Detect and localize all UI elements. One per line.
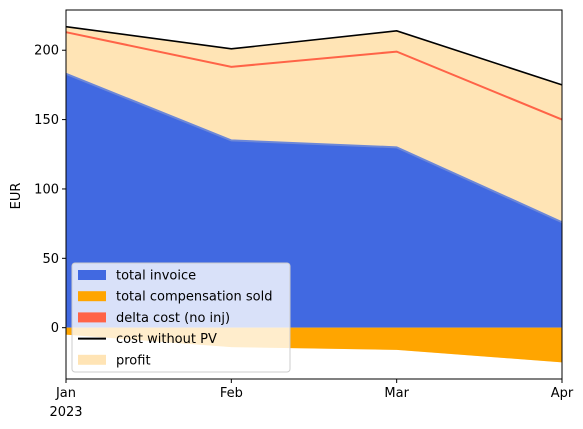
total-invoice-edge bbox=[65, 72, 563, 224]
y-tick-label: 200 bbox=[34, 44, 59, 59]
y-tick-label: 50 bbox=[42, 252, 59, 267]
y-axis-label: EUR bbox=[9, 183, 24, 210]
legend-box bbox=[71, 262, 291, 373]
legend-label: delta cost (no inj) bbox=[116, 311, 230, 326]
cost-without-pv-line bbox=[65, 25, 563, 86]
legend-item-delta-cost-no-inj: delta cost (no inj) bbox=[78, 311, 230, 326]
legend-item-total-compensation-sold: total compensation sold bbox=[78, 290, 272, 305]
x-tick-label: Mar bbox=[384, 386, 409, 401]
plot-area bbox=[65, 25, 563, 363]
x-tick-label: Apr bbox=[551, 386, 574, 401]
legend-item-total-invoice: total invoice bbox=[78, 269, 196, 284]
x-tick-label: Jan bbox=[55, 386, 76, 401]
y-tick-label: 150 bbox=[34, 113, 59, 128]
y-axis: 0 50 100 150 200 bbox=[34, 44, 66, 336]
y-tick-label: 0 bbox=[51, 321, 59, 336]
legend-item-profit: profit bbox=[78, 353, 151, 368]
legend-swatch bbox=[78, 312, 106, 323]
x-year-label: 2023 bbox=[49, 405, 82, 420]
profit-area bbox=[66, 26, 562, 223]
y-tick-label: 100 bbox=[34, 182, 59, 197]
x-axis: Jan Feb Mar Apr bbox=[55, 379, 574, 401]
legend-swatch bbox=[78, 291, 106, 302]
legend-label: total compensation sold bbox=[116, 290, 272, 305]
legend-label: total invoice bbox=[116, 269, 196, 284]
legend: total invoice total compensation sold delt… bbox=[71, 262, 291, 373]
plot-frame bbox=[65, 9, 563, 380]
legend-label: cost without PV bbox=[116, 332, 217, 347]
delta-cost-line bbox=[65, 31, 563, 121]
legend-swatch bbox=[78, 354, 106, 365]
legend-label: profit bbox=[116, 353, 151, 368]
legend-swatch bbox=[78, 270, 106, 280]
legend-item-cost-without-pv: cost without PV bbox=[78, 332, 217, 347]
x-tick-label: Feb bbox=[220, 386, 243, 401]
